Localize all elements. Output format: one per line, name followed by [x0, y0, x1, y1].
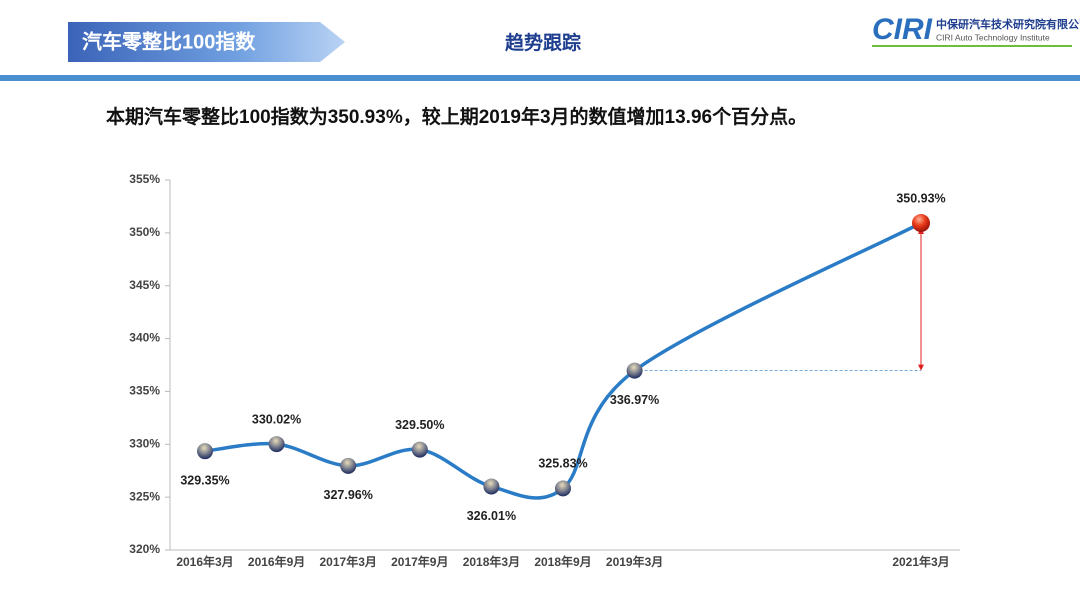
- section-title: 趋势跟踪: [505, 31, 581, 54]
- y-tick-label: 355%: [129, 172, 160, 186]
- x-tick-label: 2016年3月: [176, 554, 233, 569]
- x-tick-label: 2021年3月: [892, 554, 949, 569]
- x-tick-label: 2018年9月: [534, 554, 591, 569]
- y-tick-label: 345%: [129, 278, 160, 292]
- x-tick-label: 2017年9月: [391, 554, 448, 569]
- point: [411, 441, 428, 458]
- x-tick-label: 2019年3月: [606, 554, 663, 569]
- data-label: 350.93%: [896, 191, 945, 205]
- y-tick-label: 340%: [129, 331, 160, 345]
- logo-rule: [872, 45, 1072, 47]
- data-label: 336.97%: [610, 393, 659, 407]
- summary: 本期汽车零整比100指数为350.93%，较上期2019年3月的数值增加13.9…: [106, 105, 807, 128]
- page-title: 汽车零整比100指数: [82, 29, 256, 53]
- company-name: 中保研汽车技术研究院有限公司: [936, 17, 1080, 31]
- x-tick-label: 2016年9月: [248, 554, 305, 569]
- header-rule: [0, 75, 1080, 81]
- logo: CIRI: [872, 13, 933, 46]
- y-tick-label: 320%: [129, 542, 160, 556]
- point: [555, 480, 571, 497]
- point: [340, 457, 357, 474]
- point: [626, 362, 643, 379]
- company-name-en: CIRI Auto Technology Institute: [936, 32, 1050, 42]
- point: [268, 436, 285, 453]
- point: [197, 443, 213, 460]
- x-tick-label: 2017年3月: [320, 554, 377, 569]
- title-banner: [68, 22, 345, 62]
- point: [483, 478, 500, 495]
- y-tick-label: 350%: [129, 225, 160, 239]
- data-label: 330.02%: [252, 412, 301, 426]
- x-tick-label: 2018年3月: [463, 554, 520, 569]
- data-label: 325.83%: [538, 457, 587, 471]
- data-label: 326.01%: [467, 509, 516, 523]
- point: [912, 214, 930, 233]
- data-label: 329.50%: [395, 418, 444, 432]
- data-label: 329.35%: [180, 473, 229, 487]
- y-tick-label: 335%: [129, 384, 160, 398]
- data-label: 327.96%: [324, 488, 373, 502]
- y-tick-label: 330%: [129, 436, 160, 450]
- y-tick-label: 325%: [129, 489, 160, 503]
